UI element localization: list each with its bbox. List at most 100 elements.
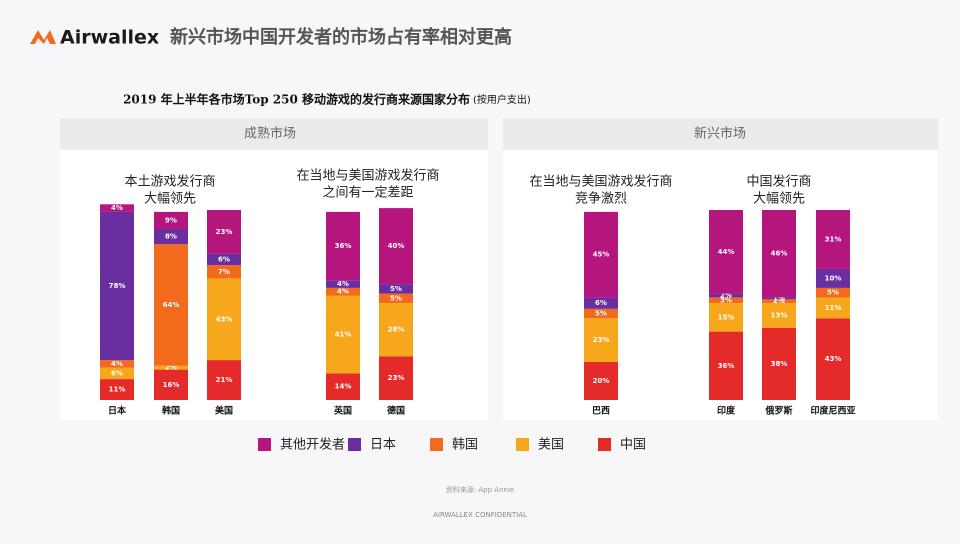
bar-segment bbox=[709, 297, 743, 304]
bar-segment bbox=[379, 293, 413, 304]
value-label: 10% bbox=[825, 274, 842, 282]
bar-segment bbox=[816, 287, 850, 298]
value-label: 43% bbox=[216, 315, 233, 323]
value-label: 5% bbox=[827, 289, 839, 297]
value-label: 2% bbox=[165, 364, 177, 372]
bar-segment bbox=[100, 379, 134, 400]
value-label: 21% bbox=[216, 376, 233, 384]
legend-label: 中国 bbox=[620, 438, 646, 453]
value-label: 9% bbox=[165, 216, 177, 224]
value-label: 20% bbox=[593, 377, 610, 385]
bar-segment bbox=[100, 204, 134, 212]
value-label: 41% bbox=[335, 330, 352, 338]
bar-segment bbox=[207, 265, 241, 279]
value-label: 43% bbox=[825, 355, 842, 363]
value-label: 38% bbox=[771, 360, 788, 368]
bar-segment bbox=[154, 211, 188, 229]
bar-segment bbox=[207, 360, 241, 400]
x-tick-label: 韩国 bbox=[162, 405, 180, 417]
bar-segment bbox=[816, 297, 850, 319]
legend-label: 美国 bbox=[538, 438, 564, 453]
legend-swatch bbox=[516, 438, 529, 451]
x-tick-label: 德国 bbox=[387, 405, 405, 417]
value-label: 6% bbox=[218, 255, 230, 263]
bar-segment bbox=[154, 244, 188, 366]
value-label: 4% bbox=[337, 288, 349, 296]
legend-swatch bbox=[258, 438, 271, 451]
value-label: 36% bbox=[718, 362, 735, 370]
bar-segment bbox=[154, 229, 188, 245]
legend-swatch bbox=[348, 438, 361, 451]
value-label: 2% bbox=[720, 292, 732, 300]
value-label: 23% bbox=[593, 336, 610, 344]
bar-segment bbox=[816, 318, 850, 400]
value-label: 5% bbox=[390, 294, 402, 302]
bar-segment bbox=[709, 210, 743, 294]
value-label: 3% bbox=[720, 296, 732, 304]
bar-segment bbox=[207, 210, 241, 254]
bar-segment bbox=[379, 303, 413, 357]
value-label: 4% bbox=[111, 204, 123, 212]
bar-segment bbox=[379, 208, 413, 285]
value-label: 46% bbox=[771, 250, 788, 258]
panel-label: 新兴市场 bbox=[694, 126, 746, 142]
value-label: 78% bbox=[109, 282, 126, 290]
chart-subtitle: (按用户支出) bbox=[473, 93, 531, 106]
bar-segment bbox=[709, 331, 743, 400]
bar-segment bbox=[584, 297, 618, 309]
bar-segment bbox=[100, 367, 134, 380]
bar-segment bbox=[326, 211, 360, 281]
annotation: 之间有一定差距 bbox=[322, 186, 413, 201]
bar-segment bbox=[709, 293, 743, 298]
bar-segment bbox=[584, 308, 618, 319]
bar-segment bbox=[762, 327, 796, 400]
value-label: 15% bbox=[718, 313, 735, 321]
bar-segment bbox=[584, 362, 618, 400]
value-label: 64% bbox=[163, 301, 180, 309]
x-tick-label: 印度 bbox=[717, 405, 736, 417]
value-label: 23% bbox=[216, 228, 233, 236]
bar-segment bbox=[584, 211, 618, 298]
source: 资料来源: App Annie bbox=[446, 485, 514, 494]
annotation: 在当地与美国游戏发行商 bbox=[296, 168, 439, 184]
value-label: 14% bbox=[335, 383, 352, 391]
bar-segment bbox=[326, 287, 360, 296]
logo: Airwallex bbox=[60, 27, 159, 49]
annotation: 本土游戏发行商 bbox=[124, 174, 215, 190]
value-label: 6% bbox=[595, 299, 607, 307]
bar-segment bbox=[816, 268, 850, 288]
bar-segment bbox=[154, 365, 188, 370]
bar-segment bbox=[100, 211, 134, 361]
annotation: 中国发行商 bbox=[746, 174, 811, 190]
panel-label: 成熟市场 bbox=[244, 126, 296, 142]
x-tick-label: 巴西 bbox=[592, 406, 610, 417]
value-label: 13% bbox=[771, 311, 788, 319]
value-label: 4% bbox=[337, 280, 349, 288]
value-label: 6% bbox=[111, 369, 123, 377]
value-label: 4% bbox=[111, 360, 123, 368]
x-tick-label: 日本 bbox=[108, 405, 127, 417]
annotation: 在当地与美国游戏发行商 bbox=[529, 174, 672, 190]
x-tick-label: 印度尼西亚 bbox=[810, 405, 855, 417]
x-tick-label: 英国 bbox=[333, 405, 352, 417]
value-label: 5% bbox=[390, 285, 402, 293]
bar-segment bbox=[709, 303, 743, 332]
value-label: 7% bbox=[218, 268, 230, 276]
annotation: 竞争激烈 bbox=[575, 191, 627, 207]
value-label: 8% bbox=[165, 233, 177, 241]
value-label: 2% bbox=[773, 297, 785, 305]
bar-segment bbox=[762, 303, 796, 328]
bar-segment bbox=[816, 210, 850, 269]
panel-header bbox=[503, 118, 938, 150]
legend-label: 其他开发者 bbox=[280, 437, 345, 453]
value-label: 40% bbox=[388, 242, 405, 250]
value-label: 36% bbox=[335, 242, 352, 250]
bar-segment bbox=[207, 278, 241, 361]
bar-segment bbox=[379, 284, 413, 294]
bar-segment bbox=[326, 280, 360, 288]
panel-header bbox=[60, 118, 488, 150]
bar-segment bbox=[762, 297, 796, 300]
value-label: 5% bbox=[595, 310, 607, 318]
